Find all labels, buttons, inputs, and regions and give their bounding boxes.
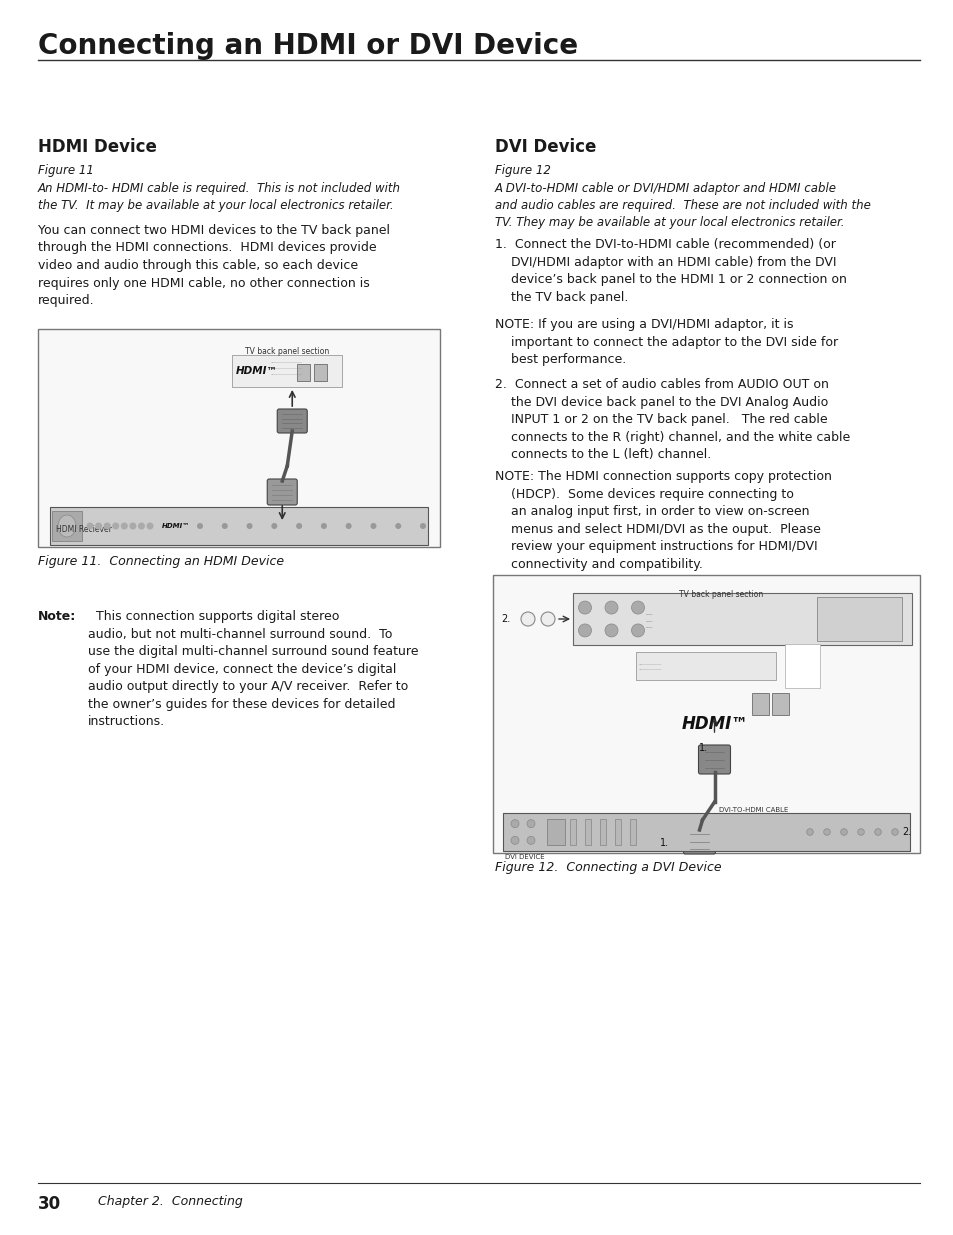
Circle shape — [272, 524, 276, 529]
Circle shape — [526, 820, 535, 827]
Circle shape — [631, 624, 644, 637]
Text: TV back panel section: TV back panel section — [245, 347, 329, 356]
Text: 2.  Connect a set of audio cables from AUDIO OUT on
    the DVI device back pane: 2. Connect a set of audio cables from AU… — [495, 378, 849, 461]
Circle shape — [840, 829, 846, 835]
Bar — [38, 329, 439, 547]
Bar — [636, 652, 776, 680]
Circle shape — [95, 524, 101, 529]
Text: HDMI Reciever: HDMI Reciever — [56, 525, 112, 534]
Circle shape — [112, 524, 118, 529]
Text: ___________
___________: ___________ ___________ — [638, 661, 661, 671]
Circle shape — [121, 524, 127, 529]
Bar — [629, 819, 636, 845]
Bar — [297, 364, 310, 382]
Bar — [751, 693, 768, 715]
Circle shape — [147, 524, 152, 529]
Bar — [771, 693, 788, 715]
Bar — [599, 819, 605, 845]
Text: _______________: _______________ — [270, 370, 302, 375]
Ellipse shape — [58, 515, 76, 537]
Text: ___
___
___: ___ ___ ___ — [644, 610, 652, 627]
Text: Figure 12.  Connecting a DVI Device: Figure 12. Connecting a DVI Device — [495, 861, 720, 874]
Text: DVI DEVICE: DVI DEVICE — [504, 853, 544, 860]
Circle shape — [420, 524, 425, 529]
Text: DVI-TO-HDMI CABLE: DVI-TO-HDMI CABLE — [719, 806, 788, 813]
Text: Chapter 2.  Connecting: Chapter 2. Connecting — [98, 1195, 242, 1208]
Text: _______________: _______________ — [270, 366, 302, 369]
Text: TV back panel section: TV back panel section — [679, 590, 762, 599]
Bar — [569, 819, 576, 845]
Circle shape — [578, 601, 591, 614]
Circle shape — [526, 836, 535, 845]
Circle shape — [104, 524, 110, 529]
Bar — [584, 819, 590, 845]
Bar — [546, 819, 564, 845]
Text: Figure 12: Figure 12 — [495, 164, 550, 177]
Circle shape — [130, 524, 135, 529]
Bar — [615, 819, 620, 845]
Circle shape — [222, 524, 227, 529]
Text: 1.: 1. — [698, 743, 707, 753]
Text: A DVI-to-HDMI cable or DVI/HDMI adaptor and HDMI cable
and audio cables are requ: A DVI-to-HDMI cable or DVI/HDMI adaptor … — [495, 182, 870, 228]
Text: Figure 11: Figure 11 — [38, 164, 93, 177]
Text: DVI Device: DVI Device — [495, 138, 596, 156]
Text: HDMI™: HDMI™ — [236, 366, 278, 375]
Text: NOTE: If you are using a DVI/HDMI adaptor, it is
    important to connect the ad: NOTE: If you are using a DVI/HDMI adapto… — [495, 317, 838, 366]
Text: HDMI™: HDMI™ — [162, 522, 190, 529]
Circle shape — [197, 524, 202, 529]
Circle shape — [138, 524, 144, 529]
Text: HDMI Device: HDMI Device — [38, 138, 156, 156]
Text: _______________: _______________ — [270, 359, 302, 363]
Text: 1.  Connect the DVI-to-HDMI cable (recommended) (or
    DVI/HDMI adaptor with an: 1. Connect the DVI-to-HDMI cable (recomm… — [495, 238, 846, 304]
Text: 2.: 2. — [901, 827, 910, 837]
Circle shape — [511, 820, 518, 827]
FancyBboxPatch shape — [277, 409, 307, 433]
Bar — [783, 643, 819, 688]
Circle shape — [87, 524, 92, 529]
Circle shape — [296, 524, 301, 529]
Bar — [52, 511, 82, 541]
Circle shape — [346, 524, 351, 529]
Circle shape — [247, 524, 252, 529]
Circle shape — [371, 524, 375, 529]
Bar — [314, 364, 327, 382]
Bar — [816, 597, 901, 641]
FancyBboxPatch shape — [267, 479, 297, 505]
Text: An HDMI-to- HDMI cable is required.  This is not included with
the TV.  It may b: An HDMI-to- HDMI cable is required. This… — [38, 182, 400, 212]
Circle shape — [578, 624, 591, 637]
Circle shape — [540, 613, 555, 626]
Text: You can connect two HDMI devices to the TV back panel
through the HDMI connectio: You can connect two HDMI devices to the … — [38, 224, 390, 308]
Text: NOTE: The HDMI connection supports copy protection
    (HDCP).  Some devices req: NOTE: The HDMI connection supports copy … — [495, 471, 831, 571]
Text: This connection supports digital stereo
audio, but not multi-channel surround so: This connection supports digital stereo … — [88, 610, 418, 727]
Bar — [493, 576, 919, 853]
Circle shape — [631, 601, 644, 614]
Bar — [573, 593, 911, 645]
Text: 1.: 1. — [659, 839, 668, 848]
Text: HDMI™: HDMI™ — [680, 715, 747, 734]
Circle shape — [874, 829, 881, 835]
Circle shape — [604, 601, 618, 614]
Circle shape — [857, 829, 863, 835]
Circle shape — [822, 829, 829, 835]
Circle shape — [511, 836, 518, 845]
Text: Figure 11.  Connecting an HDMI Device: Figure 11. Connecting an HDMI Device — [38, 555, 284, 568]
Circle shape — [520, 613, 535, 626]
Text: Note:: Note: — [38, 610, 76, 622]
Bar — [50, 508, 428, 545]
Circle shape — [891, 829, 898, 835]
Circle shape — [604, 624, 618, 637]
Text: Connecting an HDMI or DVI Device: Connecting an HDMI or DVI Device — [38, 32, 578, 61]
Text: 30: 30 — [38, 1195, 61, 1213]
Circle shape — [395, 524, 400, 529]
Circle shape — [321, 524, 326, 529]
Text: 2.: 2. — [500, 614, 510, 624]
Circle shape — [806, 829, 813, 835]
Bar — [232, 354, 342, 387]
Bar — [502, 813, 909, 851]
FancyBboxPatch shape — [698, 745, 730, 774]
FancyBboxPatch shape — [682, 827, 715, 853]
